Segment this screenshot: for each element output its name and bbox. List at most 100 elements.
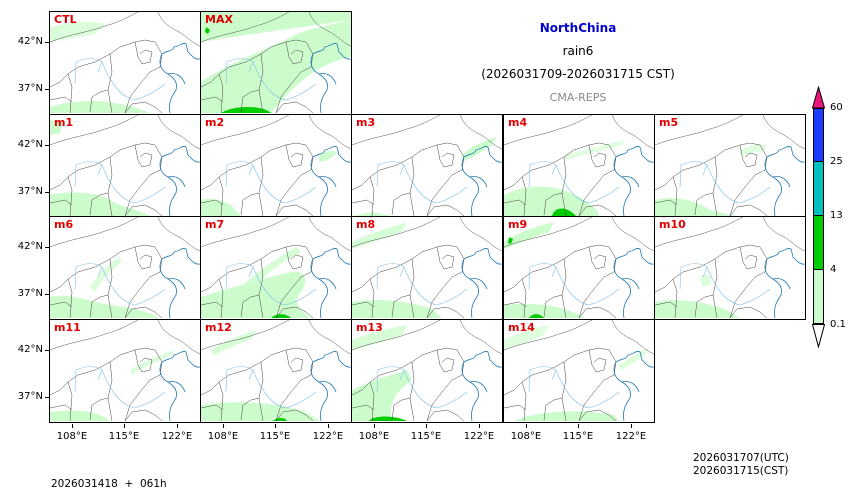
panel-label-m7: m7 bbox=[205, 218, 225, 231]
rain-shading bbox=[504, 325, 649, 421]
x-tick-label: 115°E bbox=[562, 431, 594, 442]
precipitation-map bbox=[201, 320, 351, 422]
colorbar-over-triangle bbox=[812, 86, 825, 109]
x-tick-label: 115°E bbox=[410, 431, 442, 442]
y-tick-label: 37°N bbox=[17, 288, 43, 299]
rain-shading bbox=[50, 21, 150, 113]
panel-label-m8: m8 bbox=[356, 218, 376, 231]
colorbar-seg-4-13 bbox=[813, 215, 824, 269]
panel-label-m9: m9 bbox=[508, 218, 528, 231]
y-tick-mark bbox=[45, 397, 49, 398]
x-tick-label: 122°E bbox=[312, 431, 344, 442]
x-tick-mark bbox=[177, 424, 178, 428]
rain-shading bbox=[504, 222, 584, 318]
x-tick-mark bbox=[374, 424, 375, 428]
rain-shading bbox=[201, 330, 319, 421]
chart-title-variable: rain6 bbox=[562, 44, 594, 58]
precipitation-map bbox=[50, 217, 200, 319]
y-tick-mark bbox=[45, 247, 49, 248]
chart-title-model: CMA-REPS bbox=[549, 91, 607, 104]
panel-label-m6: m6 bbox=[54, 218, 74, 231]
x-tick-mark bbox=[275, 424, 276, 428]
valid-time-utc: 2026031707(UTC) bbox=[693, 452, 789, 464]
panel-label-ctl: CTL bbox=[54, 13, 77, 26]
map-panel-m6: m6 bbox=[49, 216, 201, 320]
colorbar-seg-13-25 bbox=[813, 161, 824, 215]
y-tick-mark bbox=[45, 350, 49, 351]
map-panel-m12: m12 bbox=[200, 319, 352, 423]
map-panel-m14: m14 bbox=[503, 319, 655, 423]
panel-label-m14: m14 bbox=[508, 321, 535, 334]
rain-shading bbox=[50, 120, 150, 216]
precipitation-map bbox=[655, 115, 805, 217]
map-panel-ctl: CTL bbox=[49, 11, 201, 115]
map-panel-m9: m9 bbox=[503, 216, 655, 320]
map-panel-m3: m3 bbox=[351, 114, 503, 218]
panel-label-m13: m13 bbox=[356, 321, 383, 334]
precipitation-map bbox=[352, 320, 502, 422]
panel-label-max: MAX bbox=[205, 13, 233, 26]
y-tick-label: 42°N bbox=[17, 241, 43, 252]
map-panel-m4: m4 bbox=[503, 114, 655, 218]
y-tick-label: 42°N bbox=[17, 139, 43, 150]
chart-title-period: (2026031709-2026031715 CST) bbox=[481, 67, 675, 81]
x-tick-mark bbox=[223, 424, 224, 428]
x-tick-mark bbox=[631, 424, 632, 428]
rain-shading bbox=[352, 325, 412, 421]
precipitation-map bbox=[201, 115, 351, 217]
init-time-footer: 2026031418 + 061h 2026031502 + 061h bbox=[51, 452, 167, 490]
rain-shading bbox=[201, 247, 311, 318]
colorbar-seg-0.1-4 bbox=[813, 269, 824, 324]
map-panel-m5: m5 bbox=[654, 114, 806, 218]
x-tick-mark bbox=[578, 424, 579, 428]
colorbar-label-60: 60 bbox=[830, 102, 843, 113]
colorbar-bar bbox=[813, 108, 824, 324]
colorbar-label-0.1: 0.1 bbox=[830, 319, 846, 330]
chart-title-region: NorthChina bbox=[539, 21, 617, 35]
colorbar-label-4: 4 bbox=[830, 264, 837, 275]
rain-shading bbox=[50, 257, 160, 318]
panel-label-m12: m12 bbox=[205, 321, 232, 334]
rain-shading bbox=[352, 222, 442, 318]
valid-time-footer: 2026031707(UTC) 2026031715(CST) bbox=[693, 452, 789, 478]
x-tick-label: 108°E bbox=[56, 431, 88, 442]
colorbar-label-25: 25 bbox=[830, 156, 843, 167]
x-tick-mark bbox=[328, 424, 329, 428]
panel-label-m4: m4 bbox=[508, 116, 528, 129]
map-panel-max: MAX bbox=[200, 11, 352, 115]
y-tick-label: 37°N bbox=[17, 83, 43, 94]
colorbar-label-13: 13 bbox=[830, 210, 843, 221]
precipitation-map bbox=[50, 320, 200, 422]
y-tick-mark bbox=[45, 294, 49, 295]
precipitation-map bbox=[504, 217, 654, 319]
map-panel-m8: m8 bbox=[351, 216, 503, 320]
x-tick-mark bbox=[479, 424, 480, 428]
x-tick-mark bbox=[526, 424, 527, 428]
y-tick-label: 42°N bbox=[17, 36, 43, 47]
panel-label-m3: m3 bbox=[356, 116, 376, 129]
x-tick-label: 115°E bbox=[108, 431, 140, 442]
x-tick-label: 122°E bbox=[463, 431, 495, 442]
y-tick-mark bbox=[45, 89, 49, 90]
y-tick-label: 37°N bbox=[17, 391, 43, 402]
rain-shading bbox=[50, 350, 175, 421]
y-tick-label: 37°N bbox=[17, 186, 43, 197]
x-tick-label: 122°E bbox=[161, 431, 193, 442]
y-tick-mark bbox=[45, 42, 49, 43]
valid-time-cst: 2026031715(CST) bbox=[693, 465, 789, 477]
x-tick-mark bbox=[426, 424, 427, 428]
map-panel-m10: m10 bbox=[654, 216, 806, 320]
x-tick-label: 108°E bbox=[510, 431, 542, 442]
precipitation-map bbox=[504, 115, 654, 217]
precipitation-map bbox=[352, 217, 502, 319]
precipitation-map bbox=[504, 320, 654, 422]
y-tick-mark bbox=[45, 145, 49, 146]
panel-label-m11: m11 bbox=[54, 321, 81, 334]
map-panel-m11: m11 bbox=[49, 319, 201, 423]
colorbar-under-triangle bbox=[812, 324, 825, 348]
panel-label-m10: m10 bbox=[659, 218, 686, 231]
x-tick-label: 108°E bbox=[358, 431, 390, 442]
precipitation-map bbox=[352, 115, 502, 217]
map-panel-m1: m1 bbox=[49, 114, 201, 218]
rain-shading bbox=[655, 144, 767, 216]
